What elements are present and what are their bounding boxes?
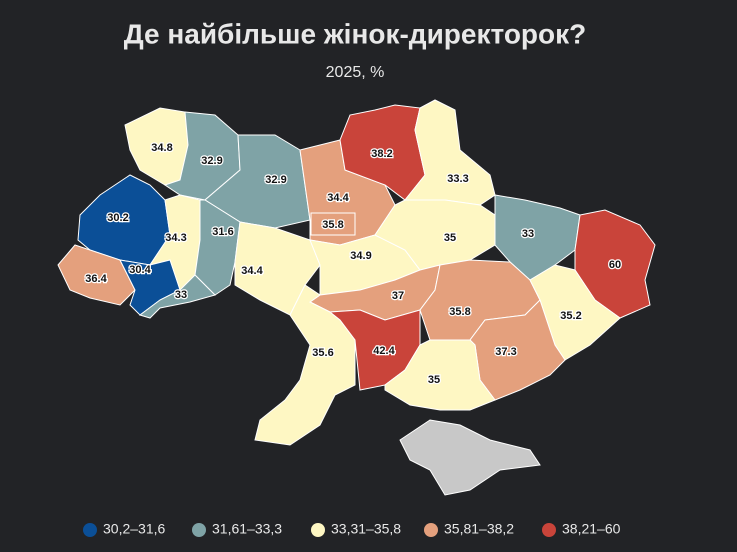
region-label: 30.2 — [107, 212, 128, 224]
legend-swatch — [83, 523, 97, 537]
region-label: 38.2 — [371, 148, 392, 160]
region — [384, 339, 496, 411]
legend-label: 35,81–38,2 — [444, 521, 514, 537]
subtitle: 2025, % — [326, 64, 385, 81]
legend-label: 38,21–60 — [562, 521, 621, 537]
legend-swatch — [424, 523, 438, 537]
region — [254, 284, 356, 446]
region-label: 37 — [392, 290, 404, 302]
region-label: 33 — [522, 228, 534, 240]
legend-label: 30,2–31,6 — [103, 521, 165, 537]
region-label: 34.3 — [165, 232, 186, 244]
region — [138, 274, 216, 319]
region-label: 42.4 — [373, 345, 395, 357]
legend-label: 31,61–33,3 — [212, 521, 282, 537]
region-label: 60 — [609, 259, 621, 271]
region — [403, 99, 496, 206]
region-label: 36.4 — [85, 273, 107, 285]
region-label: 30.4 — [129, 264, 151, 276]
region-label: 33 — [175, 289, 187, 301]
region-label: 35.2 — [560, 310, 581, 322]
region-label: 35.8 — [322, 219, 343, 231]
region — [574, 209, 656, 319]
region-label: 34.4 — [241, 265, 263, 277]
region-label: 35.6 — [312, 347, 333, 359]
title: Де найбільше жінок-директорок? — [124, 18, 587, 49]
legend-swatch — [311, 523, 325, 537]
legend-swatch — [192, 523, 206, 537]
legend-swatch — [542, 523, 556, 537]
region-label: 35 — [444, 232, 456, 244]
crimea — [399, 419, 541, 496]
region-label: 32.9 — [201, 155, 222, 167]
legend-label: 33,31–35,8 — [331, 521, 401, 537]
region — [163, 111, 241, 201]
region-label: 32.9 — [265, 174, 286, 186]
region-label: 33.3 — [447, 173, 468, 185]
region-label: 37.3 — [495, 346, 516, 358]
region-label: 34.8 — [151, 142, 172, 154]
region — [194, 199, 241, 296]
region-label: 34.9 — [350, 250, 371, 262]
region — [310, 212, 356, 236]
region-label: 34.4 — [327, 192, 349, 204]
region-label: 35 — [428, 374, 440, 386]
region-label: 35.8 — [449, 306, 470, 318]
region-label: 31.6 — [212, 226, 233, 238]
